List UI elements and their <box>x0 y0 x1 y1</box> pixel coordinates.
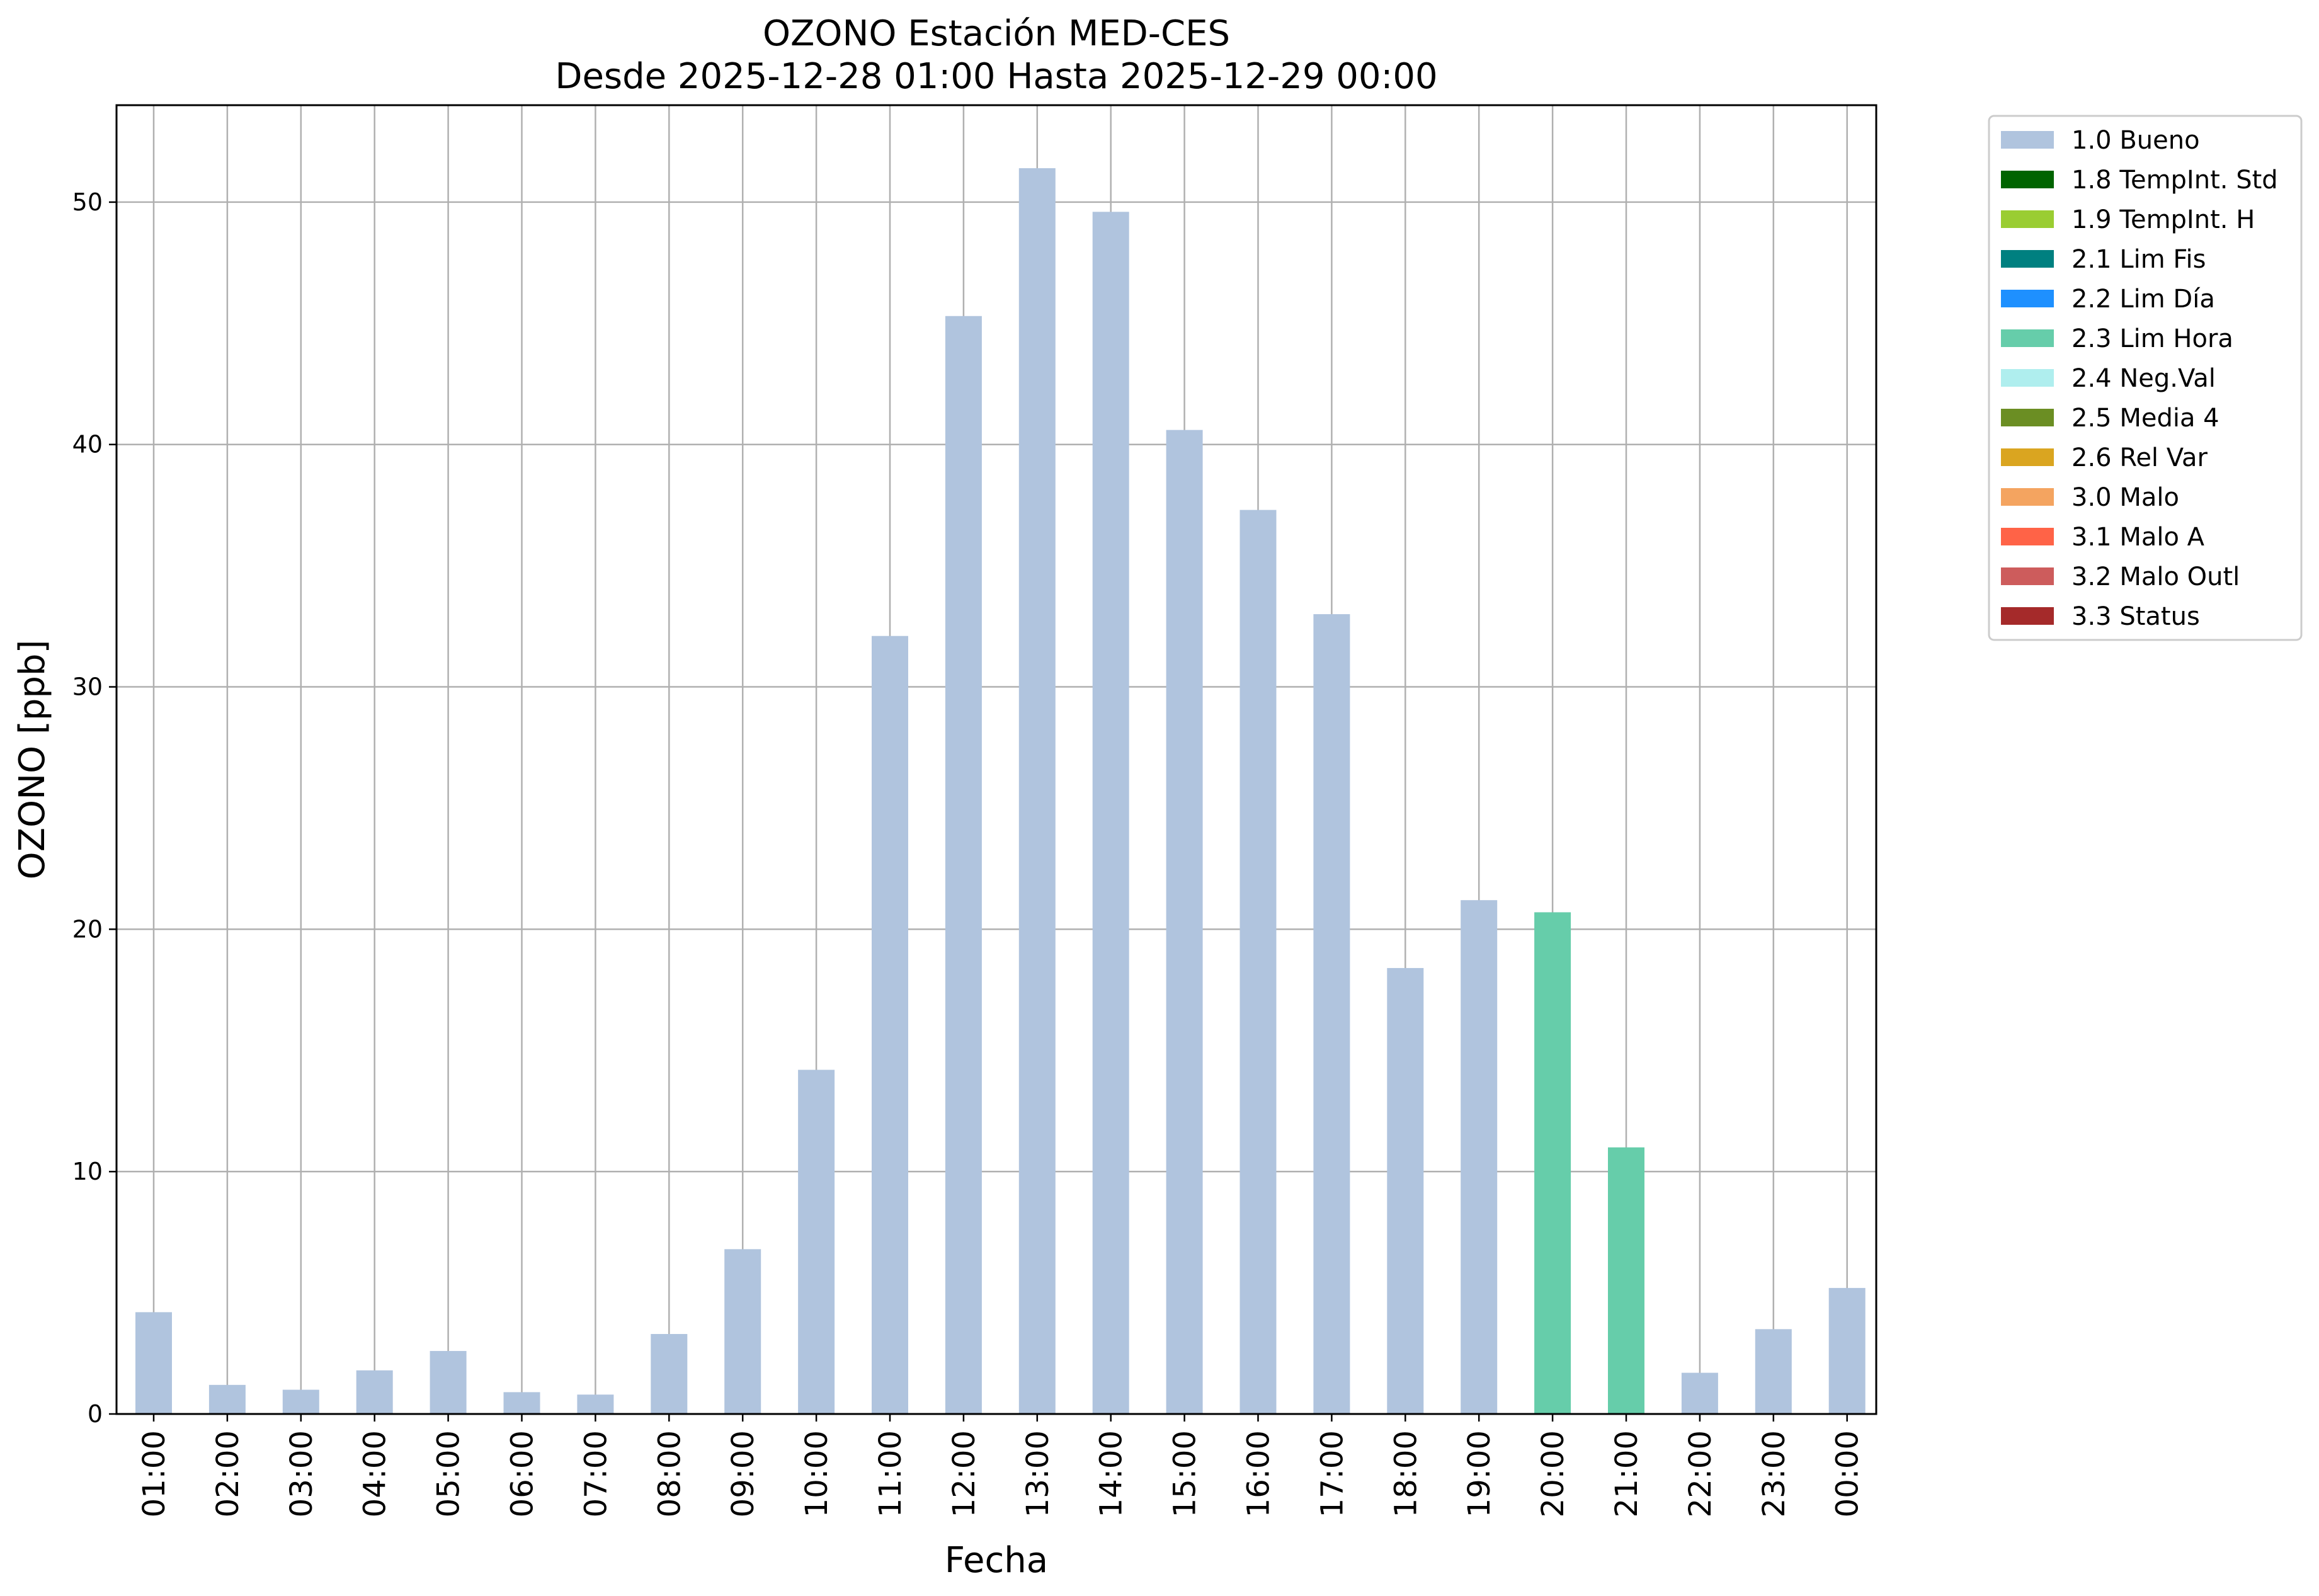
legend-label: 3.0 Malo <box>2071 483 2179 512</box>
bar-1100 <box>872 636 908 1415</box>
bar-1500 <box>1166 430 1203 1414</box>
x-tick-label: 17:00 <box>1314 1430 1350 1517</box>
x-tick-label: 14:00 <box>1094 1430 1129 1517</box>
legend-label: 1.0 Bueno <box>2071 126 2200 155</box>
x-axis-ticks: 01:00 02:00 03:00 04:00 05:00 06:00 07:00 08:00… <box>137 1414 1866 1517</box>
legend-swatch <box>2001 250 2054 268</box>
legend-label: 2.3 Lim Hora <box>2071 324 2233 353</box>
legend-label: 2.4 Neg.Val <box>2071 364 2216 393</box>
x-tick-label: 23:00 <box>1757 1430 1792 1517</box>
y-tick-label: 10 <box>72 1158 103 1185</box>
bar-0900 <box>724 1249 761 1414</box>
bar-0200 <box>208 1384 246 1414</box>
legend: 1.0 Bueno 1.8 TempInt. Std 1.9 TempInt. H 2… <box>1988 115 2303 641</box>
legend-swatch <box>2001 448 2054 466</box>
bar-0400 <box>356 1370 393 1414</box>
bar-2100 <box>1608 1147 1644 1414</box>
bar-1700 <box>1313 614 1350 1414</box>
legend-swatch <box>2001 290 2054 307</box>
x-tick-label: 10:00 <box>799 1430 835 1517</box>
x-tick-label: 12:00 <box>947 1430 982 1517</box>
y-axis-label: OZONO [ppb] <box>12 640 53 880</box>
y-tick-label: 0 <box>88 1400 103 1428</box>
bar-2000 <box>1534 912 1571 1414</box>
bar-0100 <box>135 1312 172 1414</box>
x-tick-label: 09:00 <box>726 1430 761 1517</box>
legend-swatch <box>2001 171 2054 188</box>
x-tick-label: 00:00 <box>1830 1430 1866 1517</box>
bar-1600 <box>1239 510 1277 1414</box>
bar-0500 <box>430 1350 467 1414</box>
legend-swatch <box>2001 488 2054 506</box>
legend-label: 3.2 Malo Outl <box>2071 562 2240 591</box>
x-tick-label: 21:00 <box>1609 1430 1644 1517</box>
bar-2200 <box>1681 1372 1718 1414</box>
bar-1400 <box>1092 212 1129 1415</box>
legend-label: 3.1 Malo A <box>2071 523 2205 552</box>
bar-0300 <box>282 1389 319 1414</box>
legend-label: 1.8 TempInt. Std <box>2071 166 2278 195</box>
x-tick-label: 03:00 <box>284 1430 319 1517</box>
legend-swatch <box>2001 210 2054 228</box>
legend-swatch <box>2001 567 2054 585</box>
bar-0700 <box>577 1394 614 1414</box>
legend-label: 2.1 Lim Fis <box>2071 245 2206 274</box>
plot-frame <box>115 104 1877 1415</box>
bar-0000 <box>1828 1287 1866 1414</box>
bar-1800 <box>1387 967 1424 1414</box>
y-tick-label: 20 <box>72 915 103 943</box>
bar-1900 <box>1461 900 1498 1414</box>
legend-swatch <box>2001 131 2054 149</box>
x-tick-label: 01:00 <box>137 1430 172 1517</box>
x-tick-label: 22:00 <box>1683 1430 1718 1517</box>
bar-0600 <box>503 1392 540 1414</box>
legend-swatch <box>2001 528 2054 545</box>
legend-swatch <box>2001 369 2054 387</box>
y-tick-label: 40 <box>72 431 103 459</box>
legend-label: 2.2 Lim Día <box>2071 285 2215 314</box>
bar-1200 <box>945 316 982 1415</box>
legend-label: 2.6 Rel Var <box>2071 443 2208 472</box>
chart-subtitle: Desde 2025-12-28 01:00 Hasta 2025-12-29 … <box>555 56 1437 97</box>
x-axis-label: Fecha <box>945 1540 1048 1581</box>
chart-title: OZONO Estación MED-CES <box>763 13 1230 54</box>
legend-swatch <box>2001 409 2054 426</box>
bar-0800 <box>651 1334 688 1414</box>
bar-1000 <box>798 1069 835 1414</box>
x-tick-label: 04:00 <box>358 1430 393 1517</box>
bar-1300 <box>1018 168 1056 1414</box>
legend-label: 2.5 Media 4 <box>2071 404 2219 433</box>
x-tick-label: 08:00 <box>652 1430 687 1517</box>
x-tick-label: 15:00 <box>1168 1430 1203 1517</box>
legend-label: 3.3 Status <box>2071 602 2200 631</box>
x-tick-label: 13:00 <box>1020 1430 1056 1517</box>
legend-frame <box>1988 115 2303 641</box>
bars <box>135 168 1866 1415</box>
x-tick-label: 18:00 <box>1388 1430 1423 1517</box>
legend-swatch <box>2001 607 2054 625</box>
x-tick-label: 06:00 <box>505 1430 540 1517</box>
bar-2300 <box>1755 1329 1792 1414</box>
x-tick-label: 19:00 <box>1462 1430 1497 1517</box>
x-tick-label: 07:00 <box>578 1430 613 1517</box>
legend-swatch <box>2001 329 2054 347</box>
x-tick-label: 05:00 <box>431 1430 467 1517</box>
x-tick-label: 20:00 <box>1536 1430 1571 1517</box>
legend-label: 1.9 TempInt. H <box>2071 205 2255 234</box>
x-tick-label: 11:00 <box>873 1430 908 1517</box>
x-tick-label: 02:00 <box>210 1430 246 1517</box>
x-tick-label: 16:00 <box>1241 1430 1277 1517</box>
y-tick-label: 50 <box>72 188 103 216</box>
y-tick-label: 30 <box>72 673 103 701</box>
y-axis-ticks: 0 10 20 30 40 50 <box>72 188 117 1428</box>
